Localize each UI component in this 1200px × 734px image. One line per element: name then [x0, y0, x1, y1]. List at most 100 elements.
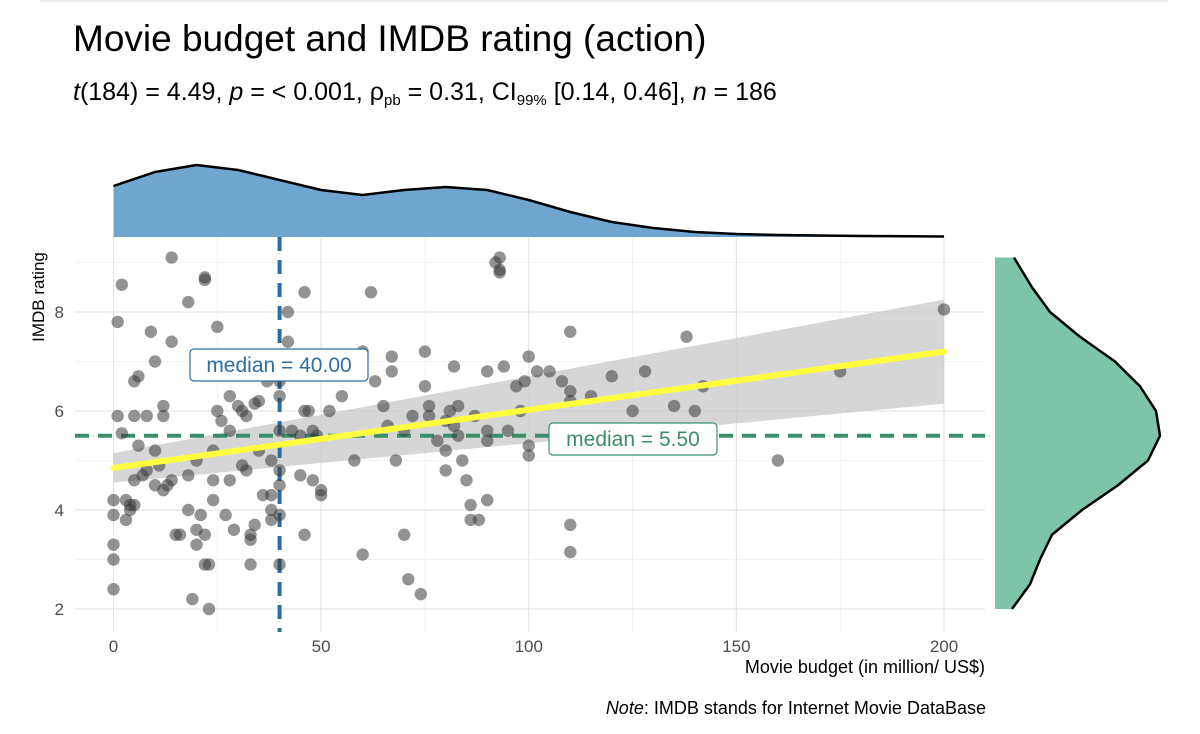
data-point	[107, 493, 120, 507]
data-point	[157, 399, 170, 413]
data-point	[140, 409, 153, 423]
data-point	[223, 474, 236, 487]
x-tick-label: 150	[722, 637, 750, 656]
data-point	[107, 583, 120, 596]
data-point	[937, 303, 951, 316]
data-point	[244, 558, 257, 571]
chart-note: Note: IMDB stands for Internet Movie Dat…	[606, 698, 986, 719]
data-point	[481, 365, 494, 378]
y-tick-label: 2	[55, 600, 64, 619]
median-x-label: median = 40.00	[189, 348, 369, 382]
data-point	[323, 404, 336, 418]
data-point	[132, 439, 145, 452]
data-point	[281, 305, 295, 319]
data-point	[418, 380, 432, 393]
data-point	[298, 286, 311, 299]
subtitle-n-value: = 186	[706, 78, 777, 106]
data-point	[422, 399, 436, 413]
median-x-label-box	[189, 348, 369, 382]
data-point	[447, 360, 461, 373]
data-point	[522, 350, 535, 363]
data-point	[368, 375, 382, 388]
data-point	[194, 508, 207, 522]
data-point	[190, 538, 203, 551]
data-point	[481, 493, 494, 507]
data-point	[182, 503, 195, 517]
data-point	[314, 488, 328, 502]
data-point	[422, 409, 436, 423]
y-density-outline	[1010, 256, 1162, 610]
data-point	[298, 528, 311, 541]
chart-title: Movie budget and IMDB rating (action)	[73, 18, 707, 59]
data-point	[385, 365, 398, 378]
data-point	[564, 385, 577, 398]
subtitle-rho-value: = 0.31,	[400, 78, 492, 106]
data-point	[518, 375, 531, 388]
data-point	[128, 498, 141, 512]
subtitle-rho-label: ρ	[369, 78, 384, 106]
data-point	[472, 513, 486, 527]
data-point	[273, 389, 286, 403]
y-tick-label: 4	[55, 501, 64, 520]
data-point	[265, 454, 278, 467]
data-point	[206, 474, 220, 487]
data-point	[402, 573, 415, 586]
data-point	[273, 508, 286, 522]
data-point	[555, 375, 569, 388]
data-point	[128, 409, 141, 423]
data-point	[202, 602, 216, 616]
data-point	[273, 479, 286, 492]
data-point	[543, 365, 556, 378]
data-point	[439, 444, 452, 457]
data-point	[265, 488, 278, 502]
data-point	[481, 424, 494, 437]
data-point	[451, 429, 465, 442]
data-point	[165, 335, 178, 348]
y-tick-label: 8	[55, 303, 64, 322]
regression-line	[110, 348, 947, 471]
subtitle-t-df: (184) = 4.49,	[79, 78, 230, 106]
data-point	[252, 394, 266, 408]
data-point	[115, 427, 129, 440]
data-point	[211, 404, 224, 418]
data-point	[605, 370, 618, 383]
data-point	[493, 251, 506, 264]
data-point	[530, 365, 544, 378]
data-point	[564, 325, 577, 338]
x-tick-label: 100	[515, 637, 543, 656]
data-point	[522, 449, 535, 462]
data-point	[302, 404, 315, 418]
subtitle-p-value: = < 0.001,	[243, 78, 370, 106]
data-point	[626, 404, 639, 418]
data-point	[464, 498, 477, 512]
data-point	[364, 286, 378, 299]
data-point	[157, 409, 170, 423]
x-density-outline	[113, 163, 945, 238]
x-axis-label: Movie budget (in million/ US$)	[745, 657, 985, 677]
data-point	[111, 409, 124, 423]
data-point	[223, 424, 236, 437]
data-point	[680, 330, 693, 343]
data-point	[140, 464, 153, 477]
data-point	[223, 389, 236, 403]
data-point	[564, 545, 577, 559]
median-y-label-box	[548, 422, 718, 456]
data-point	[111, 315, 124, 329]
data-point	[198, 273, 212, 287]
data-point	[501, 424, 515, 437]
data-point	[240, 464, 253, 477]
data-point	[198, 528, 212, 541]
data-point	[439, 464, 452, 477]
data-point	[244, 533, 257, 546]
data-point	[356, 548, 369, 561]
data-point	[418, 345, 432, 358]
axis-ticks: 0 50 100 150 200 2 4 6 8	[55, 303, 959, 656]
data-point	[335, 389, 349, 403]
data-point	[348, 454, 361, 467]
y-tick-label: 6	[55, 402, 64, 421]
data-point	[522, 439, 535, 452]
x-tick-label: 200	[930, 637, 958, 656]
median-y-label: median = 5.50	[548, 422, 718, 456]
data-point	[173, 528, 187, 541]
x-tick-label: 50	[312, 637, 331, 656]
